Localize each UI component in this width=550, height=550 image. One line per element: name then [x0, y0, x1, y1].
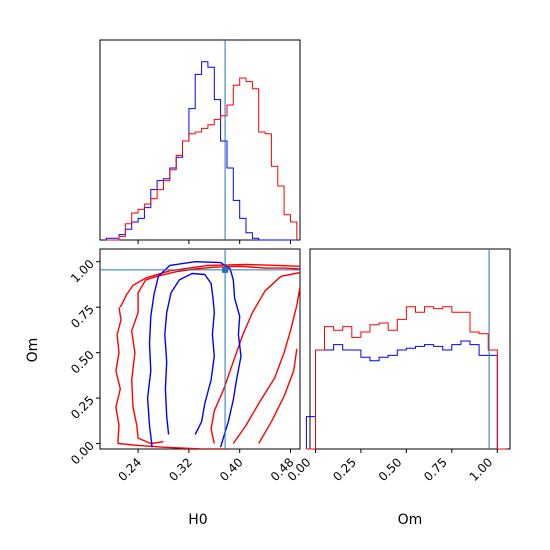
- contour-xticks: 0.24 0.32 0.40 0.48: [115, 449, 297, 484]
- histogram-h0-series-red: [106, 77, 298, 241]
- contour-blue-inner: [164, 272, 216, 435]
- histogram-h0-marks: [105, 40, 298, 241]
- histogram-om-xtick-label-1: 0.25: [330, 455, 359, 484]
- contour-blue-outer: [146, 261, 242, 448]
- contour-red-inner-left: [130, 279, 164, 445]
- contour-xtick-label-0: 0.24: [115, 455, 144, 484]
- histogram-om-frame: [309, 248, 511, 450]
- histogram-om-xticks: 0.00 0.25 0.50 0.75 1.00: [285, 449, 498, 484]
- histogram-h0-panel: [99, 39, 301, 244]
- xlabel-om: Om: [398, 512, 423, 528]
- histogram-om-panel: 0.00 0.25 0.50 0.75 1.00 Om: [285, 248, 511, 528]
- contour-panel-frame: [99, 248, 301, 450]
- contour-red-outer-right-2: [258, 348, 298, 444]
- contour-yticks: 0.00 0.25 0.50 0.75 1.00: [68, 257, 100, 468]
- contour-red-outer-right: [232, 287, 300, 444]
- histogram-om-xtick-label-2: 0.50: [376, 455, 405, 484]
- contour-red-outer: [119, 263, 300, 308]
- contour-ytick-label-1: 0.25: [68, 393, 97, 422]
- contour-ytick-label-3: 0.75: [68, 302, 97, 331]
- contour-h0-om-panel: 0.24 0.32 0.40 0.48 0.000.250.500.751.00 H0…: [25, 248, 301, 528]
- contour-red-inner-right: [210, 271, 300, 444]
- contour-red-outer-left: [115, 307, 122, 444]
- truth-marker: [222, 266, 229, 273]
- histogram-om-series-red: [306, 306, 507, 450]
- contour-ytick-label-4: 1.00: [68, 257, 97, 286]
- contour-marks: [100, 249, 300, 449]
- contour-ytick-label-0: 0.00: [68, 439, 97, 468]
- histogram-om-series-blue: [305, 340, 507, 450]
- histogram-om-xtick-label-4: 1.00: [467, 455, 496, 484]
- histogram-h0-series-blue: [105, 61, 297, 241]
- histogram-om-xtick-label-3: 0.75: [421, 455, 450, 484]
- ylabel-om: Om: [25, 338, 41, 363]
- histogram-h0-xticks: [137, 240, 291, 244]
- contour-xtick-label-2: 0.40: [217, 455, 246, 484]
- histogram-om-marks: [305, 249, 507, 450]
- contour-red-inner-top: [145, 265, 300, 281]
- xlabel-h0: H0: [188, 512, 207, 528]
- contour-xtick-label-1: 0.32: [166, 455, 195, 484]
- contour-ytick-label-2: 0.50: [68, 348, 97, 377]
- histogram-h0-frame: [99, 39, 301, 241]
- contour-red-outer-bottom: [117, 442, 227, 449]
